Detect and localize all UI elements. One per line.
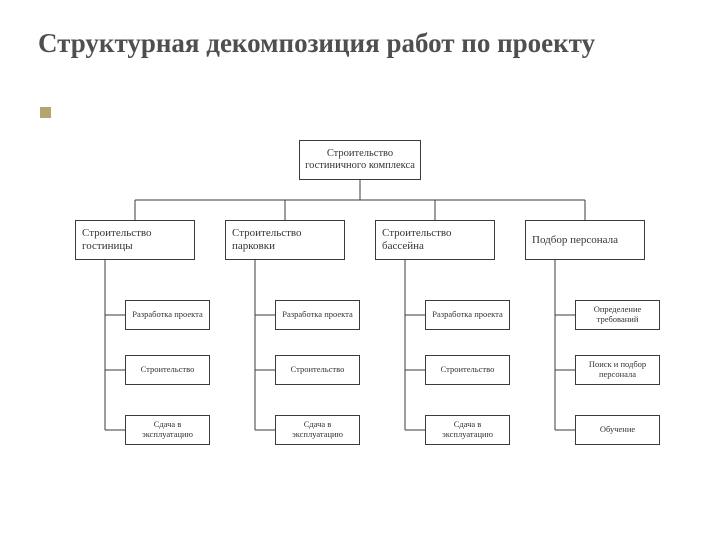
node-l3-2-2: Сдача в эксплуатацию [425, 415, 510, 445]
node-l3-3-2: Обучение [575, 415, 660, 445]
node-l2-3: Подбор персонала [525, 220, 645, 260]
node-l3-0-2: Сдача в эксплуатацию [125, 415, 210, 445]
node-l3-3-0: Определение требований [575, 300, 660, 330]
org-chart: Строительство гостиничного комплекса Стр… [0, 120, 720, 520]
node-l3-3-1: Поиск и подбор персонала [575, 355, 660, 385]
title-bullet [40, 107, 51, 118]
node-l2-2: Строительство бассейна [375, 220, 495, 260]
node-l3-0-0: Разработка проекта [125, 300, 210, 330]
node-root: Строительство гостиничного комплекса [299, 140, 421, 180]
node-l2-1: Строительство парковки [225, 220, 345, 260]
node-l3-2-1: Строительство [425, 355, 510, 385]
node-l3-1-1: Строительство [275, 355, 360, 385]
node-l3-0-1: Строительство [125, 355, 210, 385]
node-l3-2-0: Разработка проекта [425, 300, 510, 330]
node-l2-0: Строительство гостиницы [75, 220, 195, 260]
slide-title: Структурная декомпозиция работ по проект… [38, 28, 682, 59]
node-l3-1-0: Разработка проекта [275, 300, 360, 330]
node-l3-1-2: Сдача в эксплуатацию [275, 415, 360, 445]
